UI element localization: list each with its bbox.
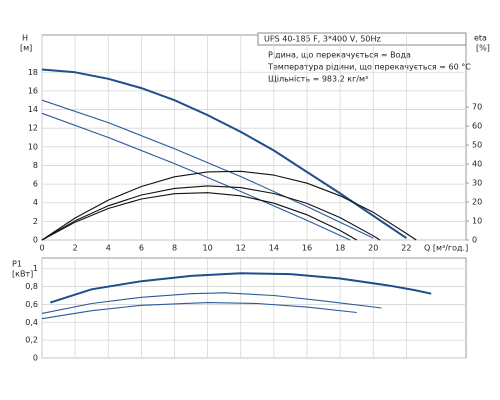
x-tick-label: 16	[302, 244, 312, 253]
y-tick-label: 8	[33, 161, 38, 170]
y2-tick-label: 0	[472, 236, 477, 245]
model: UPS 40-185 F, 3*400 V, 50Hz	[264, 35, 381, 44]
y-tick-label: 0,8	[25, 282, 38, 291]
y2-label: eta	[474, 34, 487, 43]
y-unit: [м]	[20, 44, 32, 53]
curve	[41, 99, 374, 239]
curve	[41, 112, 351, 241]
x-tick-label: 10	[203, 244, 213, 253]
x-label: Q [м³/год.]	[424, 244, 468, 253]
x-tick-label: 22	[401, 244, 411, 253]
y-tick-label: 0,4	[25, 318, 38, 327]
curve	[41, 170, 417, 241]
curve	[41, 192, 357, 241]
y-tick-label: 1	[33, 264, 38, 273]
note: Щільність = 983.2 кг/м³	[268, 75, 368, 84]
curve	[49, 272, 432, 304]
y-label: P1	[12, 260, 22, 269]
y2-tick-label: 70	[472, 103, 482, 112]
x-tick-label: 4	[106, 244, 111, 253]
x-tick-label: 12	[236, 244, 246, 253]
y-label: H	[22, 34, 28, 43]
y2-tick-label: 20	[472, 198, 482, 207]
y-tick-label: 0	[33, 354, 38, 363]
x-tick-label: 14	[269, 244, 279, 253]
curve	[41, 68, 407, 239]
y2-tick-label: 60	[472, 122, 482, 131]
note: Температура рідини, що перекачується = 6…	[267, 63, 471, 72]
x-tick-label: 8	[172, 244, 177, 253]
curve	[41, 302, 357, 320]
x-tick-label: 6	[139, 244, 144, 253]
y-tick-label: 18	[28, 68, 38, 77]
note: Рідина, що перекачується = Вода	[268, 51, 411, 60]
y2-tick-label: 10	[472, 217, 482, 226]
y-tick-label: 0,2	[25, 336, 38, 345]
x-tick-label: 0	[39, 244, 44, 253]
curve	[41, 292, 382, 314]
y2-tick-label: 40	[472, 160, 482, 169]
x-tick-label: 18	[335, 244, 345, 253]
y-unit: [кВт]	[12, 270, 33, 279]
y-tick-label: 14	[28, 105, 38, 114]
x-tick-label: 20	[368, 244, 378, 253]
y-tick-label: 12	[28, 124, 38, 133]
y-tick-label: 16	[28, 86, 38, 95]
y-tick-label: 10	[28, 142, 38, 151]
y-tick-label: 0,6	[25, 300, 38, 309]
curve	[41, 185, 381, 241]
y2-tick-label: 50	[472, 141, 482, 150]
y-tick-label: 6	[33, 180, 38, 189]
y-tick-label: 2	[33, 217, 38, 226]
y2-tick-label: 30	[472, 179, 482, 188]
y-tick-label: 4	[33, 198, 38, 207]
y-tick-label: 0	[33, 236, 38, 245]
x-tick-label: 2	[73, 244, 78, 253]
model-box	[257, 32, 467, 46]
y2-unit: [%]	[476, 44, 490, 53]
